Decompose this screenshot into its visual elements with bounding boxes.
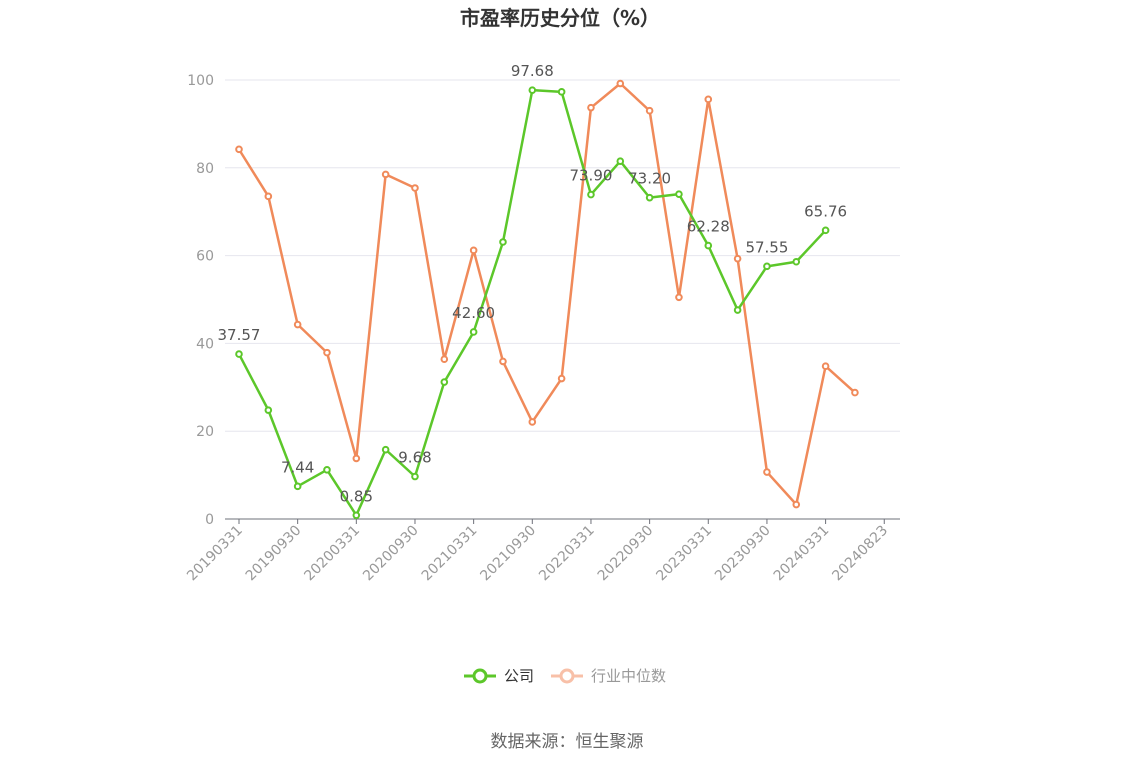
data-label-18: 57.55	[745, 238, 788, 256]
series-1-point-16	[704, 95, 713, 104]
series-1	[235, 79, 859, 509]
grid-lines	[225, 79, 900, 432]
series-0-point-2	[293, 482, 302, 491]
legend-industry-label: 行业中位数	[591, 667, 666, 685]
series-0-point-0	[235, 350, 243, 358]
x-tick-label-5: 20210930	[477, 523, 539, 585]
x-tick-label-10: 20240331	[771, 523, 833, 585]
x-tick-label-7: 20220930	[595, 523, 657, 585]
series-0-line	[237, 88, 827, 517]
data-label-4: 0.85	[340, 487, 373, 505]
series-0-point-6	[411, 472, 419, 481]
data-label-0: 37.57	[218, 326, 261, 344]
x-tick-label-0: 20190331	[184, 523, 246, 585]
series-1-point-9	[499, 357, 507, 366]
legend-item-company[interactable]: 公司	[464, 667, 534, 685]
series-1-point-3	[323, 348, 331, 357]
x-tick-label-8: 20230331	[653, 523, 715, 585]
x-tick-label-6: 20220331	[536, 523, 598, 585]
x-tick-label-3: 20200930	[360, 523, 422, 585]
series-0-point-7	[440, 378, 449, 386]
data-label-8: 42.60	[452, 304, 495, 322]
chart-title: 市盈率历史分位（%）	[460, 6, 660, 30]
data-label-14: 73.20	[628, 170, 671, 188]
y-tick-label-60: 60	[196, 249, 214, 265]
y-tick-label-0: 0	[205, 512, 214, 528]
series-1-point-6	[411, 184, 419, 192]
series-0-point-20	[821, 226, 830, 235]
series-1-point-5	[381, 170, 390, 179]
series-1-point-13	[616, 79, 625, 88]
series-0-point-14	[645, 193, 654, 202]
x-tick-label-4: 20210331	[419, 523, 481, 585]
series-1-point-14	[645, 106, 654, 115]
y-tick-label-100: 100	[187, 73, 214, 89]
x-tick-label-9: 20230930	[712, 523, 774, 585]
series-1-point-19	[792, 500, 801, 509]
legend-company-label: 公司	[504, 667, 534, 685]
y-axis: 0 20 40 60 80 100	[187, 73, 214, 528]
series-1-point-4	[352, 454, 361, 463]
y-tick-label-20: 20	[196, 424, 214, 440]
series-0-point-16	[704, 241, 713, 250]
series-0-point-10	[528, 86, 537, 94]
series-0-point-13	[616, 157, 625, 166]
series-1-point-8	[469, 246, 478, 255]
y-tick-label-40: 40	[196, 336, 214, 352]
data-label-2: 7.44	[281, 458, 314, 476]
series-0-point-4	[352, 511, 361, 520]
data-labels: 37.57 7.44 0.85 9.68 42.60 97.68 73.90 73.20 62.…	[218, 62, 848, 505]
series-1-point-12	[587, 103, 595, 112]
series-1-point-0	[235, 145, 243, 154]
series-group	[235, 79, 859, 520]
x-tick-label-2: 20200331	[301, 523, 363, 585]
series-1-point-17	[733, 254, 742, 263]
series-1-point-2	[293, 320, 302, 329]
series-1-line	[237, 82, 856, 506]
series-1-point-10	[528, 418, 537, 426]
data-label-10: 97.68	[511, 62, 554, 80]
x-axis: 2019033120190930202003312020093020210331…	[184, 518, 900, 585]
source-note: 数据来源：恒生聚源	[491, 732, 644, 752]
series-0	[235, 86, 830, 520]
series-0-point-12	[587, 190, 595, 199]
data-label-12: 73.90	[569, 167, 612, 185]
data-label-20: 65.76	[804, 202, 847, 220]
series-0-point-1	[264, 406, 273, 414]
series-0-point-19	[792, 257, 801, 266]
data-label-6: 9.68	[398, 449, 431, 467]
series-0-point-18	[763, 262, 771, 271]
series-0-point-17	[733, 306, 742, 314]
series-0-point-8	[469, 328, 478, 336]
series-1-point-15	[675, 293, 683, 302]
legend-company-marker	[472, 668, 488, 684]
x-tick-label-1: 20190930	[243, 523, 305, 585]
series-0-point-15	[675, 190, 683, 198]
series-1-point-21	[851, 388, 859, 397]
x-tick-label-11: 20240823	[829, 523, 891, 585]
data-label-16: 62.28	[687, 218, 730, 236]
legend: 公司 行业中位数	[464, 667, 666, 685]
series-1-point-1	[264, 192, 273, 201]
series-0-point-3	[323, 466, 331, 474]
series-1-point-7	[440, 355, 449, 364]
legend-industry-marker	[559, 668, 575, 684]
series-0-point-11	[557, 88, 566, 96]
legend-item-industry[interactable]: 行业中位数	[551, 667, 666, 685]
series-0-point-9	[499, 238, 507, 246]
series-1-point-18	[763, 468, 771, 476]
y-tick-label-80: 80	[196, 161, 214, 177]
series-0-point-5	[381, 445, 390, 454]
series-1-point-11	[557, 374, 566, 383]
series-1-point-20	[821, 362, 830, 371]
